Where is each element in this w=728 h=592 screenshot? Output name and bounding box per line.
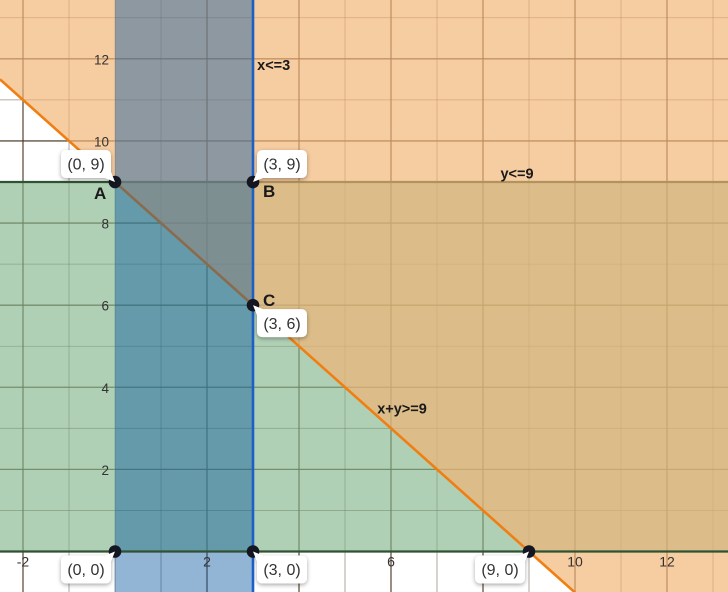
svg-text:C: C xyxy=(263,291,275,310)
svg-text:2: 2 xyxy=(203,554,211,570)
svg-text:(9, 0): (9, 0) xyxy=(481,562,518,579)
svg-text:10: 10 xyxy=(567,554,583,570)
svg-text:y<=9: y<=9 xyxy=(500,166,533,182)
svg-text:4: 4 xyxy=(101,381,109,396)
svg-text:(0, 0): (0, 0) xyxy=(67,562,104,579)
svg-text:(3, 9): (3, 9) xyxy=(263,157,300,174)
svg-text:(0, 9): (0, 9) xyxy=(67,157,104,174)
svg-text:(3, 0): (3, 0) xyxy=(263,562,300,579)
svg-text:(3, 6): (3, 6) xyxy=(263,316,300,333)
svg-text:x+y>=9: x+y>=9 xyxy=(377,402,427,418)
svg-text:10: 10 xyxy=(94,134,109,149)
svg-text:12: 12 xyxy=(659,554,675,570)
svg-text:6: 6 xyxy=(101,299,109,314)
svg-text:6: 6 xyxy=(387,554,395,570)
svg-text:A: A xyxy=(94,184,106,203)
svg-text:8: 8 xyxy=(101,217,109,232)
svg-text:12: 12 xyxy=(94,52,109,67)
svg-text:2: 2 xyxy=(101,463,109,478)
svg-text:-2: -2 xyxy=(17,554,30,570)
svg-text:B: B xyxy=(263,182,275,201)
svg-text:x<=3: x<=3 xyxy=(257,58,290,74)
